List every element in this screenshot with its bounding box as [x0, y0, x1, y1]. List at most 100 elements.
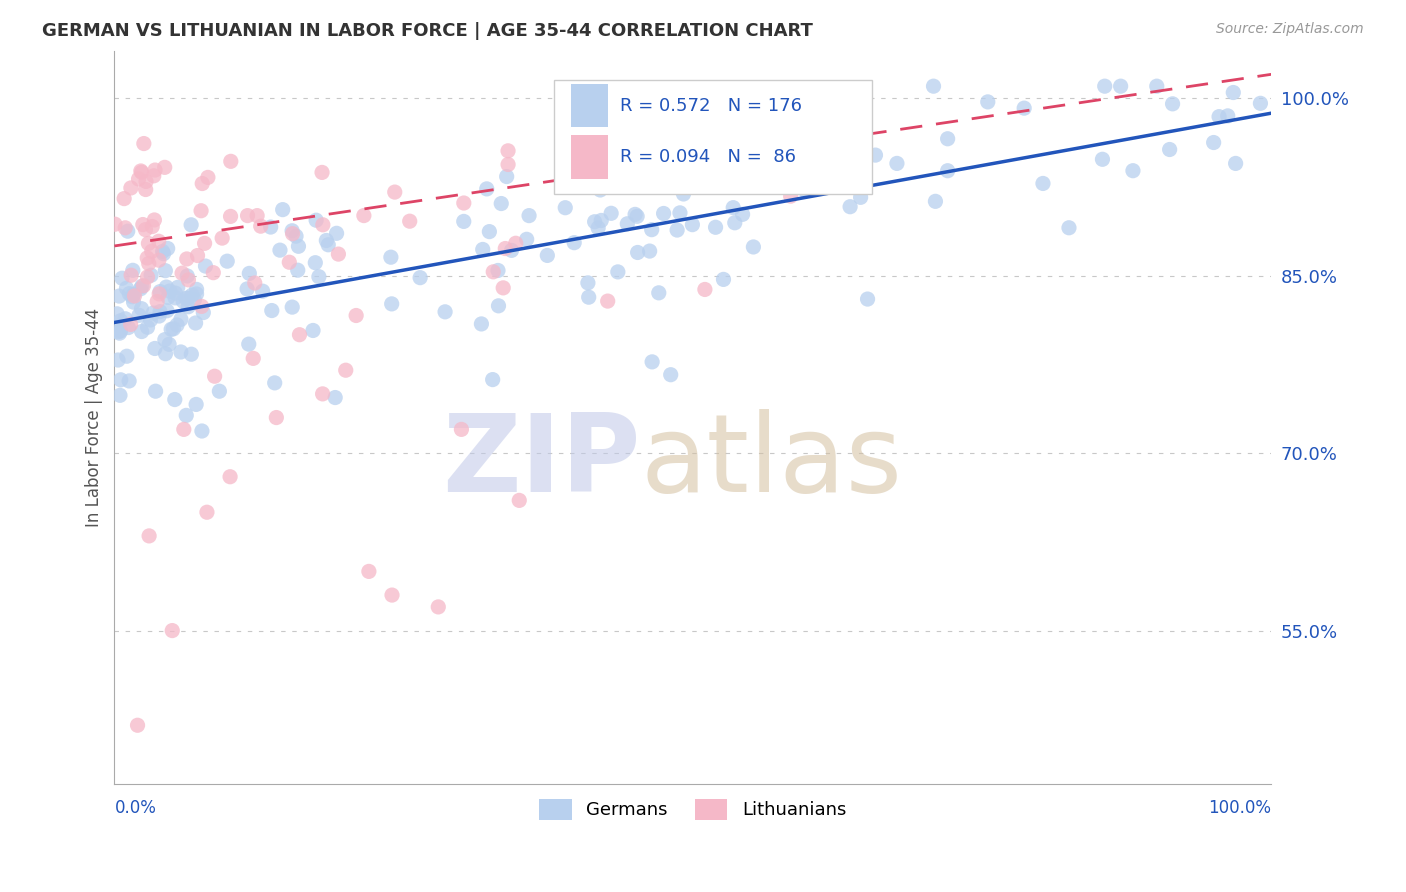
Point	[172, 266, 194, 280]
Point	[508, 493, 530, 508]
Point	[627, 245, 650, 260]
Point	[107, 325, 129, 339]
Point	[138, 529, 160, 543]
Point	[142, 169, 165, 183]
Point	[659, 368, 682, 382]
Point	[132, 278, 155, 293]
Point	[434, 305, 457, 319]
Point	[104, 217, 127, 231]
Point	[177, 300, 200, 314]
Point	[141, 219, 163, 234]
Point	[1202, 136, 1225, 150]
Point	[143, 342, 166, 356]
Point	[149, 285, 172, 299]
Point	[681, 218, 703, 232]
Point	[453, 196, 475, 211]
Point	[453, 214, 475, 228]
Point	[281, 300, 304, 314]
Text: Source: ZipAtlas.com: Source: ZipAtlas.com	[1216, 22, 1364, 37]
Point	[478, 225, 501, 239]
Point	[308, 269, 330, 284]
Point	[129, 164, 152, 178]
Point	[117, 224, 139, 238]
Point	[152, 246, 174, 260]
Point	[155, 263, 177, 277]
Point	[111, 271, 134, 285]
Point	[107, 353, 129, 368]
Point	[713, 272, 735, 286]
Point	[177, 273, 200, 287]
Point	[626, 210, 648, 224]
Point	[470, 317, 492, 331]
Point	[139, 313, 162, 327]
Point	[380, 250, 402, 264]
Point	[839, 200, 862, 214]
Text: 100.0%: 100.0%	[1208, 798, 1271, 817]
Point	[495, 169, 517, 184]
Point	[186, 287, 208, 301]
Point	[131, 325, 153, 339]
Point	[714, 159, 737, 173]
Point	[159, 284, 181, 298]
Point	[135, 174, 157, 188]
Point	[856, 292, 879, 306]
FancyBboxPatch shape	[554, 80, 872, 194]
Point	[865, 148, 887, 162]
Point	[731, 207, 754, 221]
Point	[779, 189, 801, 203]
Point	[136, 251, 159, 265]
Point	[172, 294, 194, 309]
Y-axis label: In Labor Force | Age 35-44: In Labor Force | Age 35-44	[86, 308, 103, 527]
Point	[554, 201, 576, 215]
Point	[155, 347, 177, 361]
Point	[285, 229, 308, 244]
Point	[263, 376, 285, 390]
Point	[193, 305, 215, 319]
Point	[208, 384, 231, 399]
Point	[641, 222, 664, 236]
Point	[409, 270, 432, 285]
Point	[287, 263, 309, 277]
Point	[583, 215, 606, 229]
Point	[1057, 220, 1080, 235]
Point	[217, 254, 239, 268]
Point	[586, 221, 609, 235]
Point	[160, 322, 183, 336]
Point	[616, 217, 638, 231]
Point	[194, 236, 217, 251]
Point	[243, 276, 266, 290]
Point	[977, 95, 1000, 109]
Point	[311, 165, 333, 179]
Point	[672, 186, 695, 201]
Point	[482, 265, 505, 279]
Point	[108, 289, 131, 303]
Point	[287, 239, 309, 253]
Text: ZIP: ZIP	[443, 409, 641, 515]
Point	[704, 220, 727, 235]
Point	[246, 209, 269, 223]
Point	[153, 333, 176, 347]
Point	[186, 248, 208, 262]
Point	[721, 201, 744, 215]
Point	[131, 301, 153, 316]
Point	[173, 422, 195, 436]
Point	[669, 206, 692, 220]
Point	[335, 363, 357, 377]
Point	[589, 183, 612, 197]
Point	[162, 624, 184, 638]
Point	[496, 144, 519, 158]
Point	[1146, 79, 1168, 94]
Point	[1091, 153, 1114, 167]
Point	[311, 387, 333, 401]
Point	[105, 307, 128, 321]
Point	[180, 347, 202, 361]
Point	[186, 397, 208, 411]
Point	[162, 322, 184, 336]
Point	[269, 243, 291, 257]
Point	[471, 243, 494, 257]
Point	[170, 312, 193, 326]
Point	[139, 268, 162, 283]
Point	[148, 309, 170, 323]
Point	[219, 154, 242, 169]
Point	[492, 281, 515, 295]
